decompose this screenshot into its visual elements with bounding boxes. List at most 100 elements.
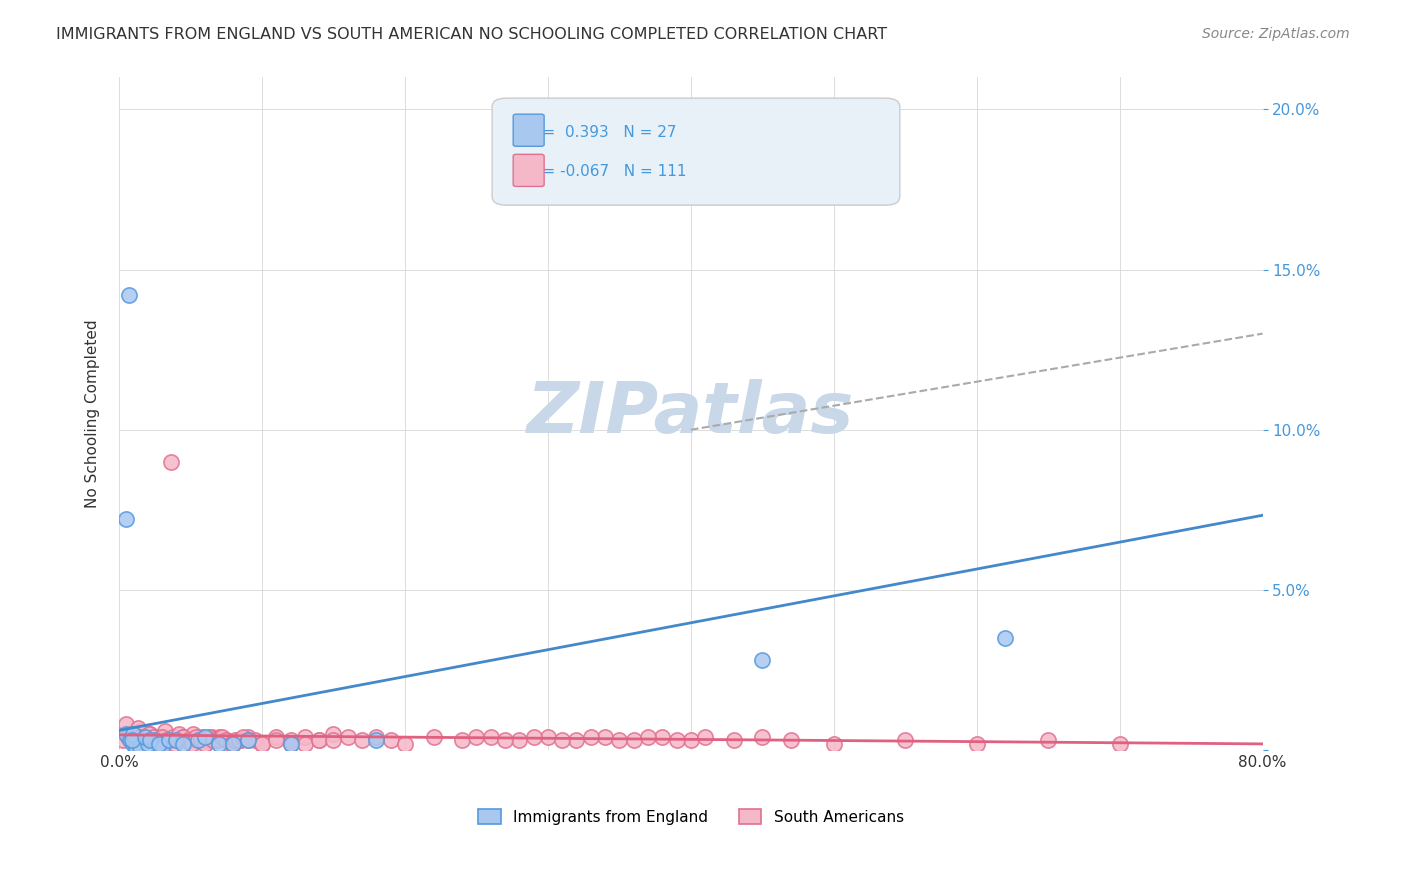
Point	[134, 730, 156, 744]
Point	[122, 727, 145, 741]
Point	[122, 730, 145, 744]
Point	[366, 730, 388, 744]
Point	[112, 733, 135, 747]
Point	[172, 737, 194, 751]
Point	[215, 733, 238, 747]
Point	[751, 730, 773, 744]
Point	[280, 737, 302, 751]
Legend: Immigrants from England, South Americans: Immigrants from England, South Americans	[472, 803, 910, 830]
Point	[201, 730, 224, 744]
Point	[224, 733, 246, 747]
Point	[118, 730, 141, 744]
Point	[148, 730, 170, 744]
Point	[142, 730, 165, 744]
Point	[131, 733, 153, 747]
Point	[308, 733, 330, 747]
Point	[205, 733, 228, 747]
Point	[266, 730, 288, 744]
Point	[243, 733, 266, 747]
Point	[150, 737, 173, 751]
Point	[191, 730, 214, 744]
Point	[194, 737, 217, 751]
Text: R = -0.067   N = 111: R = -0.067 N = 111	[527, 164, 686, 178]
Point	[187, 733, 209, 747]
Point	[1038, 733, 1060, 747]
Point	[115, 727, 138, 741]
Point	[236, 733, 259, 747]
Point	[651, 730, 673, 744]
Point	[508, 733, 530, 747]
Point	[122, 737, 145, 751]
Point	[250, 737, 273, 751]
Point	[479, 730, 502, 744]
Point	[280, 737, 302, 751]
Point	[165, 733, 187, 747]
Point	[121, 733, 143, 747]
Point	[593, 730, 616, 744]
Point	[150, 739, 173, 754]
Point	[336, 730, 359, 744]
Point	[148, 737, 170, 751]
Point	[494, 733, 516, 747]
Point	[229, 733, 252, 747]
Point	[207, 733, 229, 747]
Point	[165, 733, 187, 747]
Point	[180, 737, 202, 751]
Point	[135, 730, 157, 744]
Point	[723, 733, 745, 747]
Point	[579, 730, 602, 744]
Point	[222, 737, 245, 751]
Point	[236, 733, 259, 747]
Point	[380, 733, 402, 747]
Point	[155, 733, 177, 747]
Point	[823, 737, 845, 751]
Point	[167, 727, 190, 741]
Point	[665, 733, 688, 747]
Point	[129, 739, 152, 754]
Point	[208, 737, 231, 751]
Point	[127, 721, 149, 735]
Point	[322, 727, 344, 741]
Point	[139, 733, 162, 747]
Point	[146, 733, 169, 747]
Point	[780, 733, 803, 747]
Point	[222, 737, 245, 751]
Point	[994, 631, 1017, 645]
Text: ZIPatlas: ZIPatlas	[527, 379, 855, 448]
Point	[751, 653, 773, 667]
Point	[637, 730, 659, 744]
Text: R =  0.393   N = 27: R = 0.393 N = 27	[527, 125, 676, 139]
Point	[465, 730, 488, 744]
Point	[294, 737, 316, 751]
Point	[121, 733, 143, 747]
Point	[157, 733, 180, 747]
Point	[537, 730, 560, 744]
Point	[138, 727, 160, 741]
Point	[294, 730, 316, 744]
Point	[1108, 737, 1130, 751]
Point	[120, 733, 142, 747]
Point	[115, 512, 138, 526]
Point	[551, 733, 574, 747]
Point	[215, 733, 238, 747]
Point	[211, 730, 233, 744]
Point	[266, 733, 288, 747]
Point	[422, 730, 444, 744]
Point	[115, 727, 138, 741]
Point	[187, 733, 209, 747]
Text: IMMIGRANTS FROM ENGLAND VS SOUTH AMERICAN NO SCHOOLING COMPLETED CORRELATION CHA: IMMIGRANTS FROM ENGLAND VS SOUTH AMERICA…	[56, 27, 887, 42]
Point	[162, 730, 184, 744]
Point	[183, 727, 205, 741]
Point	[236, 730, 259, 744]
Point	[966, 737, 988, 751]
Point	[125, 737, 148, 751]
Point	[894, 733, 917, 747]
Point	[129, 730, 152, 744]
Point	[176, 733, 198, 747]
Point	[523, 730, 546, 744]
Point	[153, 723, 176, 738]
Point	[176, 733, 198, 747]
Point	[280, 733, 302, 747]
Point	[679, 733, 702, 747]
Y-axis label: No Schooling Completed: No Schooling Completed	[86, 319, 100, 508]
